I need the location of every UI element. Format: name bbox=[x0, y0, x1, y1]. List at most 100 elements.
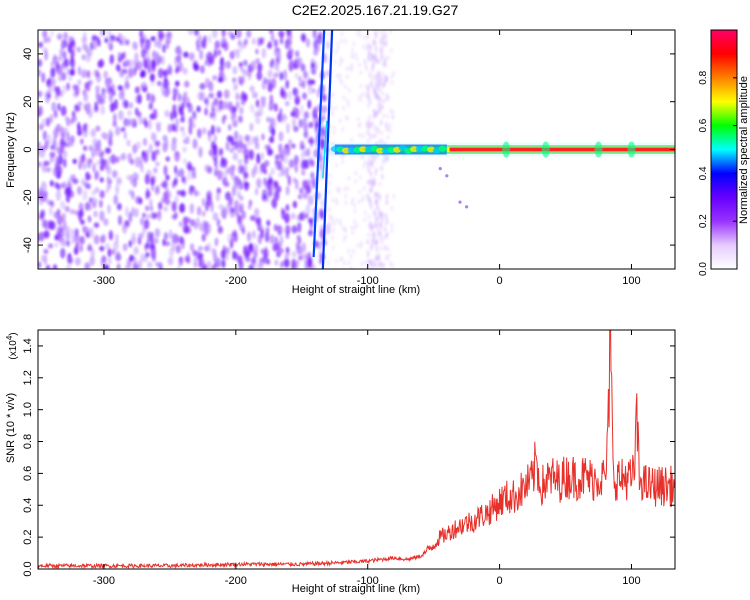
noise-speckle bbox=[142, 212, 147, 219]
noise-speckle bbox=[263, 168, 268, 175]
noise-speckle bbox=[142, 137, 148, 146]
noise-speckle bbox=[266, 78, 272, 84]
haze-speckle bbox=[337, 187, 341, 192]
noise-speckle bbox=[178, 256, 184, 266]
noise-speckle bbox=[307, 195, 314, 206]
haze-speckle bbox=[353, 202, 356, 208]
noise-speckle bbox=[282, 113, 287, 119]
haze-speckle bbox=[344, 115, 348, 121]
noise-speckle bbox=[243, 154, 249, 165]
haze-speckle bbox=[335, 217, 339, 223]
faint-speckle bbox=[378, 96, 382, 103]
noise-speckle bbox=[56, 33, 63, 41]
noise-speckle bbox=[93, 222, 100, 228]
noise-speckle bbox=[194, 189, 198, 197]
noise-speckle bbox=[68, 36, 75, 45]
faint-speckle bbox=[375, 198, 379, 205]
noise-speckle bbox=[44, 196, 49, 203]
noise-speckle bbox=[60, 238, 67, 247]
noise-speckle bbox=[251, 135, 256, 145]
noise-speckle bbox=[152, 108, 158, 120]
noise-speckle bbox=[38, 90, 41, 98]
haze-speckle bbox=[360, 92, 364, 98]
haze-speckle bbox=[363, 60, 367, 66]
transient-streak bbox=[312, 30, 326, 258]
haze-speckle bbox=[379, 88, 382, 94]
noise-speckle bbox=[101, 132, 106, 139]
noise-speckle bbox=[269, 234, 275, 245]
haze-speckle bbox=[333, 221, 336, 226]
noise-speckle bbox=[253, 243, 258, 250]
faint-speckle bbox=[372, 209, 376, 216]
noise-speckle bbox=[220, 156, 225, 165]
noise-speckle bbox=[62, 150, 68, 159]
noise-speckle bbox=[49, 114, 54, 124]
noise-speckle bbox=[295, 260, 299, 269]
noise-speckle bbox=[193, 30, 200, 36]
noise-speckle bbox=[61, 248, 66, 257]
haze-speckle bbox=[358, 30, 362, 33]
noise-speckle bbox=[141, 48, 146, 59]
haze-speckle bbox=[350, 66, 354, 71]
faint-speckle bbox=[369, 44, 373, 51]
noise-speckle bbox=[77, 79, 82, 86]
haze-speckle bbox=[382, 113, 386, 118]
noise-speckle bbox=[259, 37, 264, 46]
haze-speckle bbox=[354, 52, 358, 58]
noise-speckle bbox=[74, 245, 79, 256]
x-tick-label: 0 bbox=[497, 575, 503, 587]
noise-speckle bbox=[46, 264, 51, 269]
haze-speckle bbox=[383, 35, 387, 41]
noise-speckle bbox=[97, 60, 103, 68]
y-tick-label: 0.0 bbox=[22, 561, 34, 576]
noise-speckle bbox=[38, 105, 43, 117]
noise-speckle bbox=[84, 82, 89, 90]
noise-speckle bbox=[204, 227, 209, 236]
noise-speckle bbox=[167, 256, 174, 266]
noise-speckle bbox=[67, 42, 73, 54]
faint-speckle bbox=[369, 171, 373, 178]
haze-speckle bbox=[391, 115, 395, 121]
noise-speckle bbox=[133, 246, 139, 255]
noise-speckle bbox=[189, 203, 195, 214]
haze-speckle bbox=[376, 130, 380, 136]
noise-speckle bbox=[243, 93, 248, 102]
noise-speckle bbox=[269, 135, 275, 144]
faint-speckle bbox=[366, 129, 370, 136]
noise-speckle bbox=[248, 264, 254, 269]
noise-speckle bbox=[306, 38, 311, 48]
noise-speckle bbox=[307, 99, 312, 109]
noise-speckle bbox=[150, 231, 154, 243]
haze-speckle bbox=[372, 58, 375, 64]
noise-speckle bbox=[268, 105, 273, 112]
noise-speckle bbox=[93, 39, 98, 50]
noise-speckle bbox=[220, 208, 226, 218]
noise-speckle bbox=[207, 34, 212, 44]
haze-speckle bbox=[380, 130, 384, 136]
noise-speckle bbox=[64, 115, 68, 121]
x-tick-label: -200 bbox=[225, 575, 247, 587]
noise-speckle bbox=[293, 154, 299, 165]
noise-speckle bbox=[113, 194, 119, 205]
noise-speckle bbox=[197, 34, 203, 43]
faint-speckle bbox=[379, 211, 383, 218]
noise-speckle bbox=[145, 193, 150, 200]
noise-speckle bbox=[225, 141, 230, 151]
haze-speckle bbox=[373, 126, 377, 132]
haze-speckle bbox=[373, 156, 377, 162]
noise-speckle bbox=[103, 70, 108, 79]
faint-speckle bbox=[376, 191, 380, 198]
haze-speckle bbox=[389, 30, 392, 34]
y-tick-label: 0.8 bbox=[22, 434, 34, 449]
faint-speckle bbox=[380, 235, 384, 242]
noise-speckle bbox=[271, 198, 278, 208]
haze-speckle bbox=[329, 215, 333, 221]
faint-speckle bbox=[366, 92, 370, 99]
haze-speckle bbox=[340, 58, 344, 64]
noise-speckle bbox=[183, 157, 187, 165]
noise-speckle bbox=[164, 138, 169, 149]
noise-speckle bbox=[157, 39, 162, 49]
haze-speckle bbox=[355, 223, 359, 228]
noise-speckle bbox=[315, 122, 319, 129]
spectrogram-faint-band bbox=[326, 30, 396, 269]
